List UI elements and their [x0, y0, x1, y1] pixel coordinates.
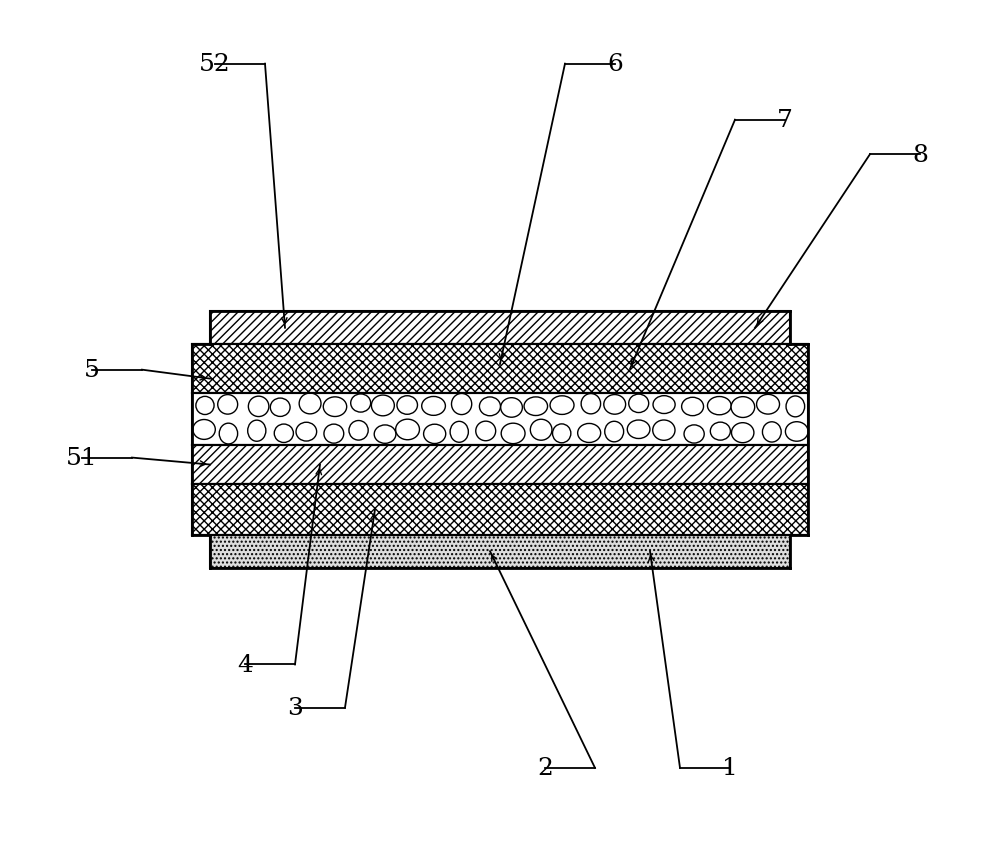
- Ellipse shape: [501, 399, 522, 418]
- Text: 52: 52: [199, 53, 231, 76]
- Ellipse shape: [707, 397, 731, 415]
- Ellipse shape: [349, 421, 368, 441]
- Text: 51: 51: [66, 447, 98, 469]
- Ellipse shape: [218, 395, 238, 415]
- Ellipse shape: [248, 421, 266, 442]
- Ellipse shape: [479, 398, 500, 416]
- Ellipse shape: [581, 394, 601, 414]
- Ellipse shape: [762, 422, 781, 443]
- Text: 8: 8: [912, 144, 928, 166]
- Ellipse shape: [731, 424, 754, 443]
- Text: 5: 5: [84, 359, 100, 381]
- Bar: [210, 312, 790, 345]
- Ellipse shape: [371, 395, 394, 417]
- Ellipse shape: [710, 423, 730, 441]
- Bar: [192, 485, 808, 535]
- Ellipse shape: [248, 397, 269, 417]
- Text: 7: 7: [777, 109, 793, 132]
- Ellipse shape: [219, 424, 238, 444]
- Bar: [210, 535, 790, 568]
- Ellipse shape: [196, 397, 214, 415]
- Ellipse shape: [786, 396, 805, 418]
- Ellipse shape: [530, 420, 552, 441]
- Bar: [192, 345, 808, 393]
- Ellipse shape: [731, 397, 755, 418]
- Ellipse shape: [193, 420, 215, 440]
- Ellipse shape: [629, 394, 649, 413]
- Text: 2: 2: [537, 757, 553, 779]
- Ellipse shape: [524, 398, 548, 416]
- Text: 4: 4: [237, 653, 253, 676]
- Ellipse shape: [324, 424, 344, 443]
- Ellipse shape: [550, 396, 574, 415]
- Ellipse shape: [476, 422, 496, 441]
- Ellipse shape: [684, 425, 704, 443]
- Ellipse shape: [553, 424, 571, 443]
- Ellipse shape: [299, 393, 321, 414]
- Ellipse shape: [604, 395, 626, 415]
- Ellipse shape: [451, 394, 472, 415]
- Ellipse shape: [653, 420, 675, 441]
- Ellipse shape: [682, 398, 704, 416]
- Ellipse shape: [274, 424, 293, 443]
- Text: 3: 3: [287, 697, 303, 719]
- Ellipse shape: [424, 424, 446, 444]
- Ellipse shape: [450, 422, 468, 443]
- Text: 1: 1: [722, 757, 738, 779]
- Ellipse shape: [270, 399, 290, 417]
- Ellipse shape: [323, 398, 347, 417]
- Text: 6: 6: [607, 53, 623, 76]
- Ellipse shape: [351, 394, 371, 412]
- Ellipse shape: [653, 396, 675, 414]
- Ellipse shape: [501, 424, 525, 444]
- Ellipse shape: [627, 420, 650, 439]
- Ellipse shape: [578, 424, 601, 443]
- Ellipse shape: [757, 395, 780, 415]
- Ellipse shape: [422, 397, 445, 416]
- Ellipse shape: [296, 423, 317, 442]
- Ellipse shape: [396, 419, 419, 440]
- Ellipse shape: [374, 425, 396, 443]
- Ellipse shape: [605, 422, 624, 443]
- Ellipse shape: [785, 422, 808, 442]
- Ellipse shape: [397, 396, 417, 415]
- Bar: [192, 393, 808, 445]
- Bar: [192, 445, 808, 485]
